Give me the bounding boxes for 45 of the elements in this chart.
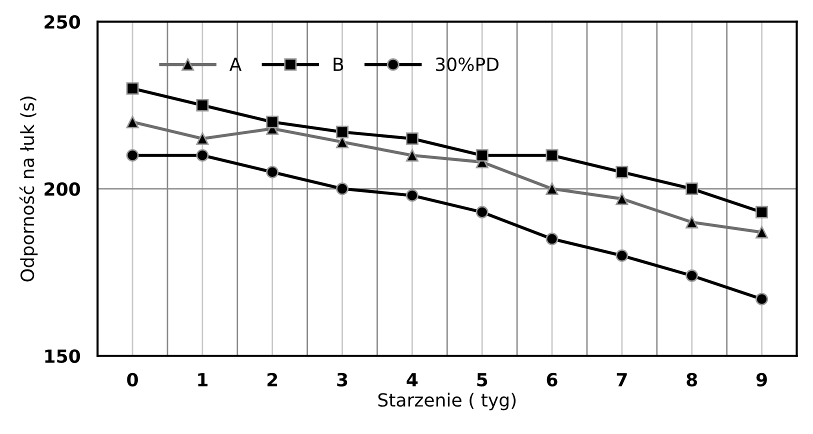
x-tick-label: 2: [268, 372, 278, 386]
legend-label: A: [229, 58, 242, 71]
x-tick-label: 5: [477, 373, 488, 387]
point: [616, 192, 628, 206]
x-tick-label: 9: [756, 372, 767, 387]
x-tick-label: 4: [406, 373, 418, 386]
point: [616, 166, 628, 178]
y-tick-label: 250: [44, 15, 80, 29]
x-axis-title: Starzenie ( tyg): [378, 392, 516, 410]
x-tick-label: 8: [686, 372, 698, 387]
point: [196, 98, 209, 112]
y-tick-label: 200: [44, 182, 80, 196]
point: [406, 189, 418, 202]
point: [546, 149, 558, 162]
point: [406, 132, 418, 145]
point: [476, 206, 488, 218]
point: [686, 216, 698, 228]
point: [546, 182, 558, 196]
y-axis-title: Odporność na łuk (s): [19, 96, 38, 282]
point: [126, 149, 139, 162]
point: [336, 126, 349, 138]
x-tick-label: 3: [337, 372, 348, 387]
point: [756, 292, 768, 306]
legend-label: B: [334, 58, 344, 71]
x-tick-label: 1: [198, 373, 208, 386]
point: [546, 232, 558, 246]
y-tick-label: 150: [45, 349, 80, 363]
point: [126, 116, 139, 128]
point: [126, 82, 139, 95]
point: [686, 269, 698, 282]
legend-label: 30%PD: [436, 57, 498, 72]
point: [266, 116, 279, 128]
point: [476, 149, 488, 162]
point: [266, 166, 279, 178]
point: [756, 226, 768, 238]
x-tick-label: 0: [127, 372, 138, 387]
point: [756, 206, 768, 218]
point: [616, 249, 628, 262]
point: [196, 149, 209, 162]
x-tick-label: 6: [546, 372, 558, 387]
x-tick-label: 7: [616, 373, 627, 386]
point: [406, 149, 418, 162]
point: [686, 182, 698, 196]
point: [196, 132, 209, 145]
point: [336, 182, 349, 196]
